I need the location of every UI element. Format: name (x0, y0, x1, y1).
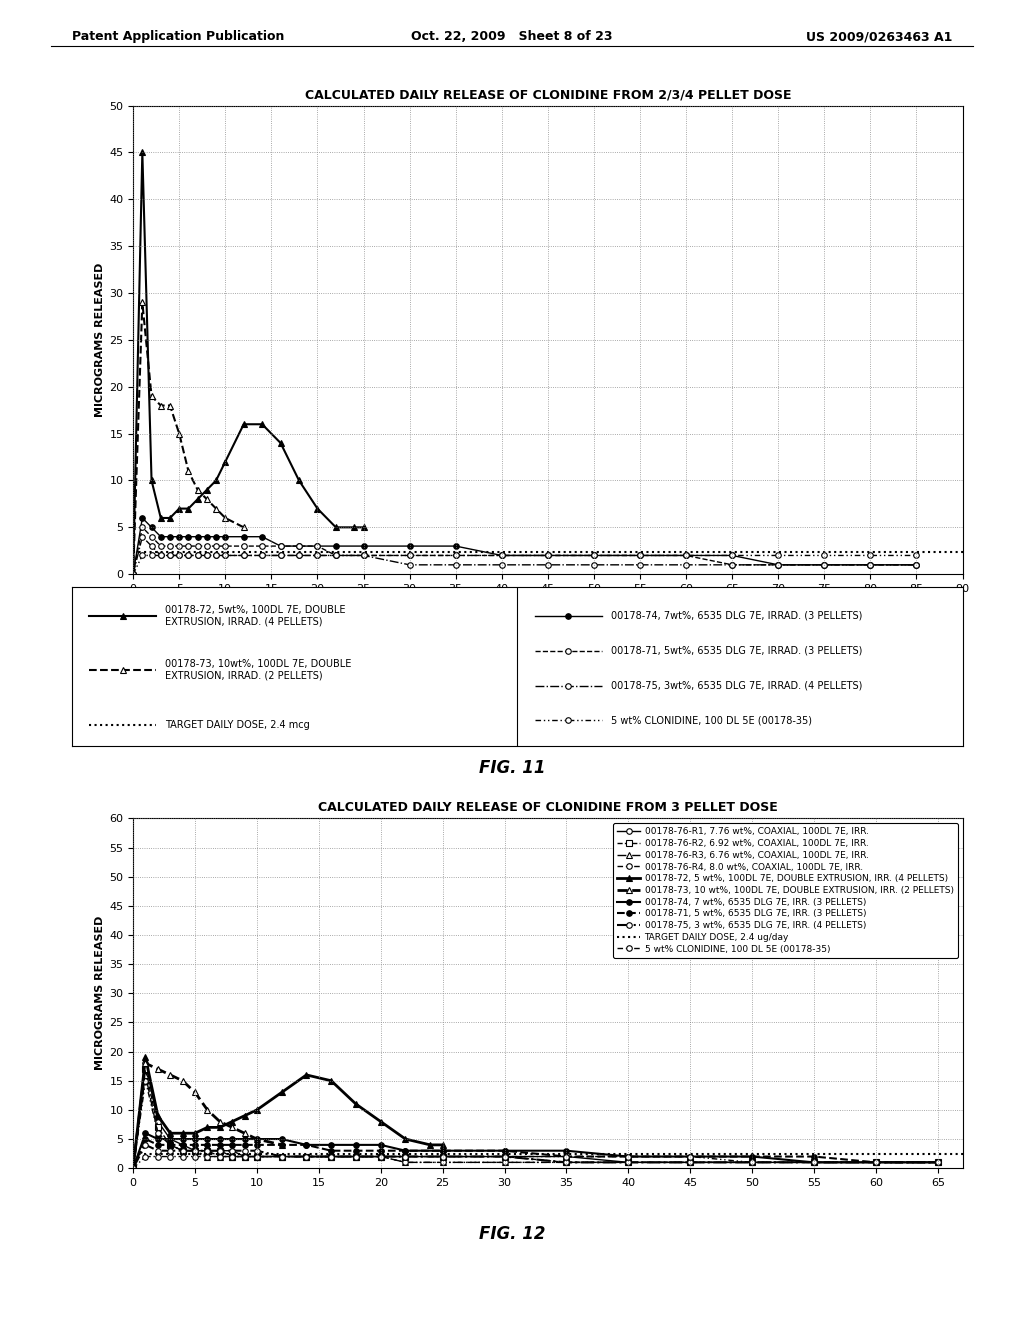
X-axis label: TIME, DAYS: TIME, DAYS (508, 599, 588, 612)
Text: Patent Application Publication: Patent Application Publication (72, 30, 284, 44)
Text: 00178-74, 7wt%, 6535 DLG 7E, IRRAD. (3 PELLETS): 00178-74, 7wt%, 6535 DLG 7E, IRRAD. (3 P… (610, 611, 862, 620)
Text: TARGET DAILY DOSE, 2.4 mcg: TARGET DAILY DOSE, 2.4 mcg (165, 721, 310, 730)
Text: 00178-75, 3wt%, 6535 DLG 7E, IRRAD. (4 PELLETS): 00178-75, 3wt%, 6535 DLG 7E, IRRAD. (4 P… (610, 681, 862, 690)
Title: CALCULATED DAILY RELEASE OF CLONIDINE FROM 2/3/4 PELLET DOSE: CALCULATED DAILY RELEASE OF CLONIDINE FR… (304, 88, 792, 102)
Text: 00178-72, 5wt%, 100DL 7E, DOUBLE
EXTRUSION, IRRAD. (4 PELLETS): 00178-72, 5wt%, 100DL 7E, DOUBLE EXTRUSI… (165, 605, 346, 627)
Title: CALCULATED DAILY RELEASE OF CLONIDINE FROM 3 PELLET DOSE: CALCULATED DAILY RELEASE OF CLONIDINE FR… (318, 801, 777, 814)
Y-axis label: MICROGRAMS RELEASED: MICROGRAMS RELEASED (95, 263, 105, 417)
Legend: 00178-76-R1, 7.76 wt%, COAXIAL, 100DL 7E, IRR., 00178-76-R2, 6.92 wt%, COAXIAL, : 00178-76-R1, 7.76 wt%, COAXIAL, 100DL 7E… (613, 822, 958, 958)
Text: 5 wt% CLONIDINE, 100 DL 5E (00178-35): 5 wt% CLONIDINE, 100 DL 5E (00178-35) (610, 715, 812, 726)
Text: 00178-71, 5wt%, 6535 DLG 7E, IRRAD. (3 PELLETS): 00178-71, 5wt%, 6535 DLG 7E, IRRAD. (3 P… (610, 645, 862, 656)
Text: Oct. 22, 2009   Sheet 8 of 23: Oct. 22, 2009 Sheet 8 of 23 (412, 30, 612, 44)
Text: FIG. 12: FIG. 12 (479, 1225, 545, 1243)
Text: FIG. 11: FIG. 11 (479, 759, 545, 777)
Text: US 2009/0263463 A1: US 2009/0263463 A1 (806, 30, 952, 44)
Text: 00178-73, 10wt%, 100DL 7E, DOUBLE
EXTRUSION, IRRAD. (2 PELLETS): 00178-73, 10wt%, 100DL 7E, DOUBLE EXTRUS… (165, 659, 351, 681)
Y-axis label: MICROGRAMS RELEASED: MICROGRAMS RELEASED (95, 916, 105, 1071)
